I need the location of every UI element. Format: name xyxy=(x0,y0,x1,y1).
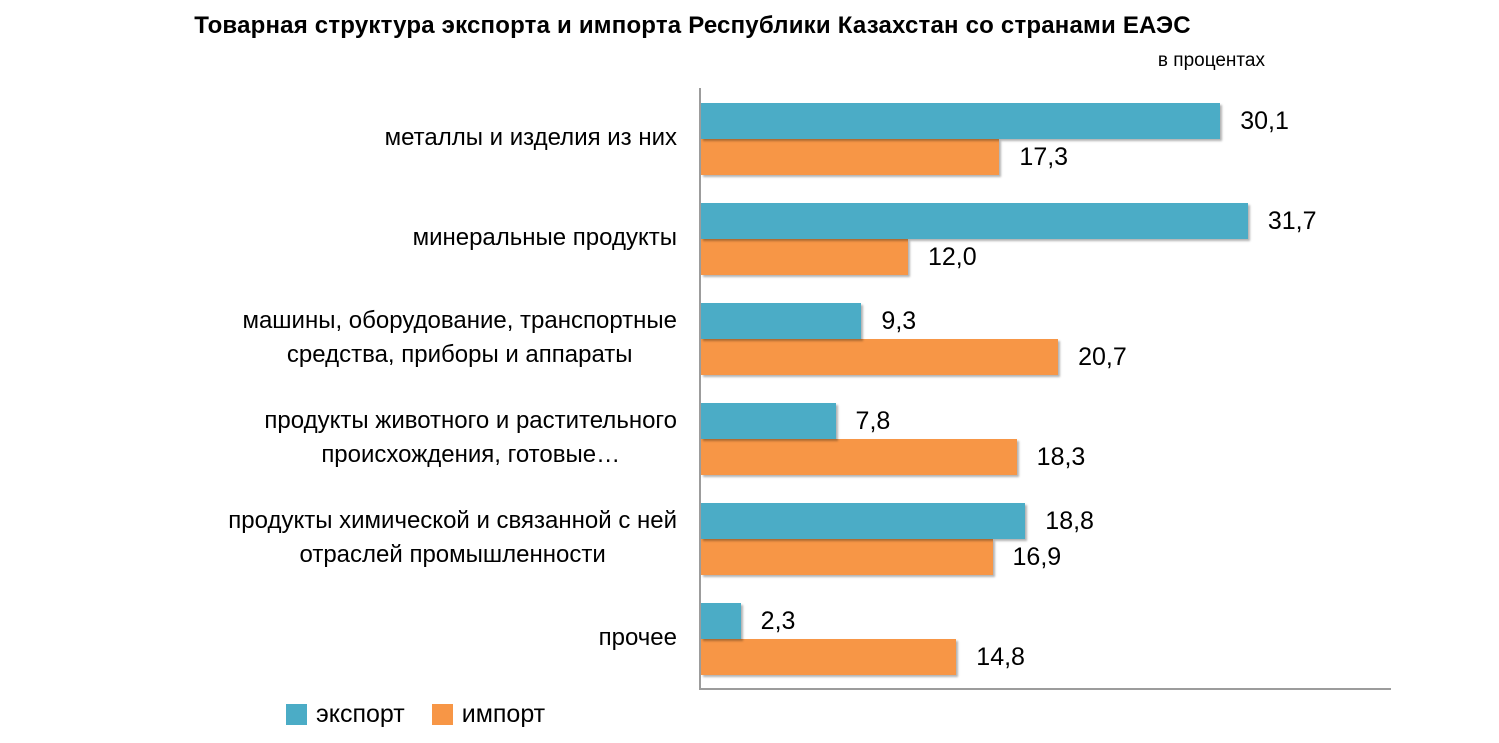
category-label: продукты животного и растительного происх… xyxy=(264,407,677,468)
bar-group: 7,8 18,3 xyxy=(701,388,1391,488)
bar-export: 7,8 xyxy=(701,403,890,439)
bar-export: 30,1 xyxy=(701,103,1289,139)
bar-value-label: 2,3 xyxy=(760,607,796,635)
bar-value-label: 12,0 xyxy=(928,243,977,271)
bar-value-label: 31,7 xyxy=(1267,207,1317,235)
bar-export: 9,3 xyxy=(701,303,916,339)
chart-title: Товарная структура экспорта и импорта Ре… xyxy=(194,12,1191,39)
chart-units-label: в процентах xyxy=(1157,50,1265,71)
bar-import: 20,7 xyxy=(701,339,1127,375)
category-label: металлы и изделия из них xyxy=(384,124,677,151)
bar-export: 18,8 xyxy=(701,503,1094,539)
bar-import: 14,8 xyxy=(701,639,1025,675)
legend-export-swatch xyxy=(286,704,307,725)
bar-value-label: 30,1 xyxy=(1240,107,1289,135)
bar-value-label: 9,3 xyxy=(881,307,917,335)
category-label: машины, оборудование, транспортные средст… xyxy=(242,307,677,368)
category-axis: металлы и изделия из них минеральные прод… xyxy=(0,88,677,688)
bar-group: 18,8 16,9 xyxy=(701,488,1391,588)
bar-group: 9,3 20,7 xyxy=(701,288,1391,388)
legend-import-label: импорт xyxy=(461,700,546,728)
legend: экспорт импорт xyxy=(286,700,572,729)
category-label: минеральные продукты xyxy=(412,224,677,251)
bar-import: 16,9 xyxy=(701,539,1061,575)
bar-import: 17,3 xyxy=(701,139,1068,175)
legend-export-label: экспорт xyxy=(316,700,405,728)
plot-area: 30,1 17,3 31,7 12,0 9,3 20,7 7,8 18,3 18,8 16,9 2,… xyxy=(699,88,1391,690)
category-label: прочее xyxy=(598,624,677,651)
bar-group: 31,7 12,0 xyxy=(701,188,1391,288)
bar-group: 2,3 14,8 xyxy=(701,588,1391,688)
bar-value-label: 7,8 xyxy=(855,407,891,435)
bar-value-label: 18,8 xyxy=(1045,507,1094,535)
bar-import: 12,0 xyxy=(701,239,977,275)
bar-import: 18,3 xyxy=(701,439,1085,475)
bar-value-label: 14,8 xyxy=(976,643,1025,671)
bar-value-label: 16,9 xyxy=(1012,543,1062,571)
bar-value-label: 17,3 xyxy=(1019,143,1069,171)
bar-value-label: 18,3 xyxy=(1036,443,1086,471)
bar-export: 2,3 xyxy=(701,603,795,639)
bar-value-label: 20,7 xyxy=(1078,343,1127,371)
category-label: продукты химической и связанной с ней отр… xyxy=(228,507,677,568)
bar-export: 31,7 xyxy=(701,203,1316,239)
legend-import-swatch xyxy=(431,704,453,725)
bar-group: 30,1 17,3 xyxy=(701,88,1391,188)
